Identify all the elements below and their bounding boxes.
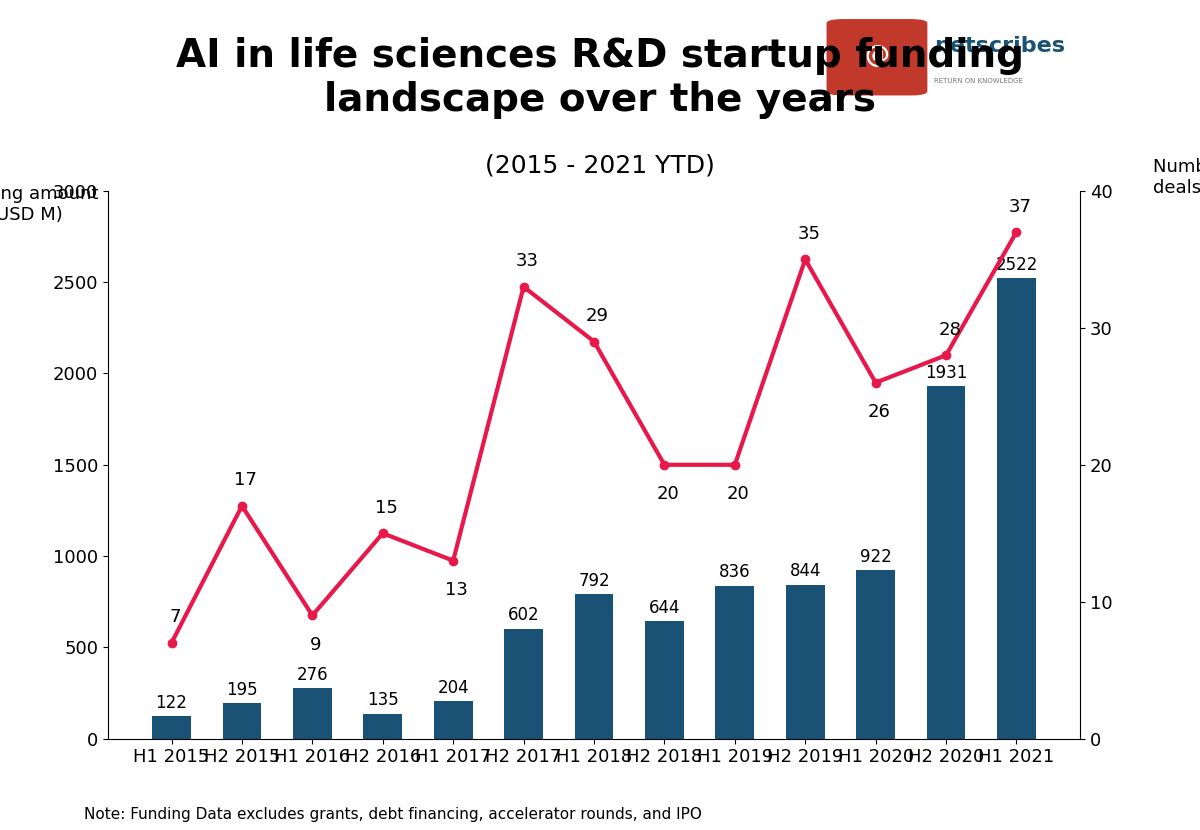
Text: 15: 15 xyxy=(374,499,397,517)
Bar xyxy=(364,714,402,739)
Text: netscribes: netscribes xyxy=(934,36,1066,56)
Text: 602: 602 xyxy=(508,606,540,624)
Text: 9: 9 xyxy=(310,636,322,654)
Y-axis label: Funding amount
(USD M): Funding amount (USD M) xyxy=(0,185,98,224)
Bar xyxy=(715,586,754,739)
Bar xyxy=(857,570,895,739)
Bar xyxy=(293,688,331,739)
Bar xyxy=(646,621,684,739)
FancyBboxPatch shape xyxy=(827,19,928,95)
Text: (2015 - 2021 YTD): (2015 - 2021 YTD) xyxy=(485,154,715,178)
Text: 122: 122 xyxy=(156,694,187,712)
Bar xyxy=(434,701,473,739)
Bar xyxy=(926,386,966,739)
Bar xyxy=(575,594,613,739)
Text: 922: 922 xyxy=(859,548,892,566)
Text: 195: 195 xyxy=(226,681,258,699)
Text: 792: 792 xyxy=(578,572,610,589)
Text: 836: 836 xyxy=(719,564,751,582)
Bar xyxy=(997,278,1036,739)
Text: 844: 844 xyxy=(790,562,821,580)
Text: @: @ xyxy=(864,45,889,68)
Text: 204: 204 xyxy=(437,679,469,697)
Text: 33: 33 xyxy=(516,252,539,271)
Text: 7: 7 xyxy=(169,608,181,627)
Text: 135: 135 xyxy=(367,691,398,710)
Text: 20: 20 xyxy=(656,486,679,503)
Text: RETURN ON KNOWLEDGE: RETURN ON KNOWLEDGE xyxy=(934,78,1022,85)
Text: Note: Funding Data excludes grants, debt financing, accelerator rounds, and IPO: Note: Funding Data excludes grants, debt… xyxy=(84,807,702,822)
Bar xyxy=(222,703,262,739)
Text: 276: 276 xyxy=(296,666,328,684)
Text: 13: 13 xyxy=(445,581,468,599)
Text: 2522: 2522 xyxy=(995,256,1038,274)
Text: 28: 28 xyxy=(938,321,961,339)
Text: AI in life sciences R&D startup funding
landscape over the years: AI in life sciences R&D startup funding … xyxy=(176,37,1024,120)
Text: 26: 26 xyxy=(868,403,890,421)
Text: 1931: 1931 xyxy=(925,364,967,382)
Text: 644: 644 xyxy=(649,598,680,617)
Text: 37: 37 xyxy=(1008,198,1032,216)
Text: 20: 20 xyxy=(727,486,750,503)
Text: 35: 35 xyxy=(797,225,821,243)
Bar xyxy=(786,584,824,739)
Text: 29: 29 xyxy=(586,307,610,325)
Bar xyxy=(152,716,191,739)
Bar xyxy=(504,629,542,739)
Y-axis label: Number of
deals: Number of deals xyxy=(1153,158,1200,197)
Text: 17: 17 xyxy=(234,471,257,490)
